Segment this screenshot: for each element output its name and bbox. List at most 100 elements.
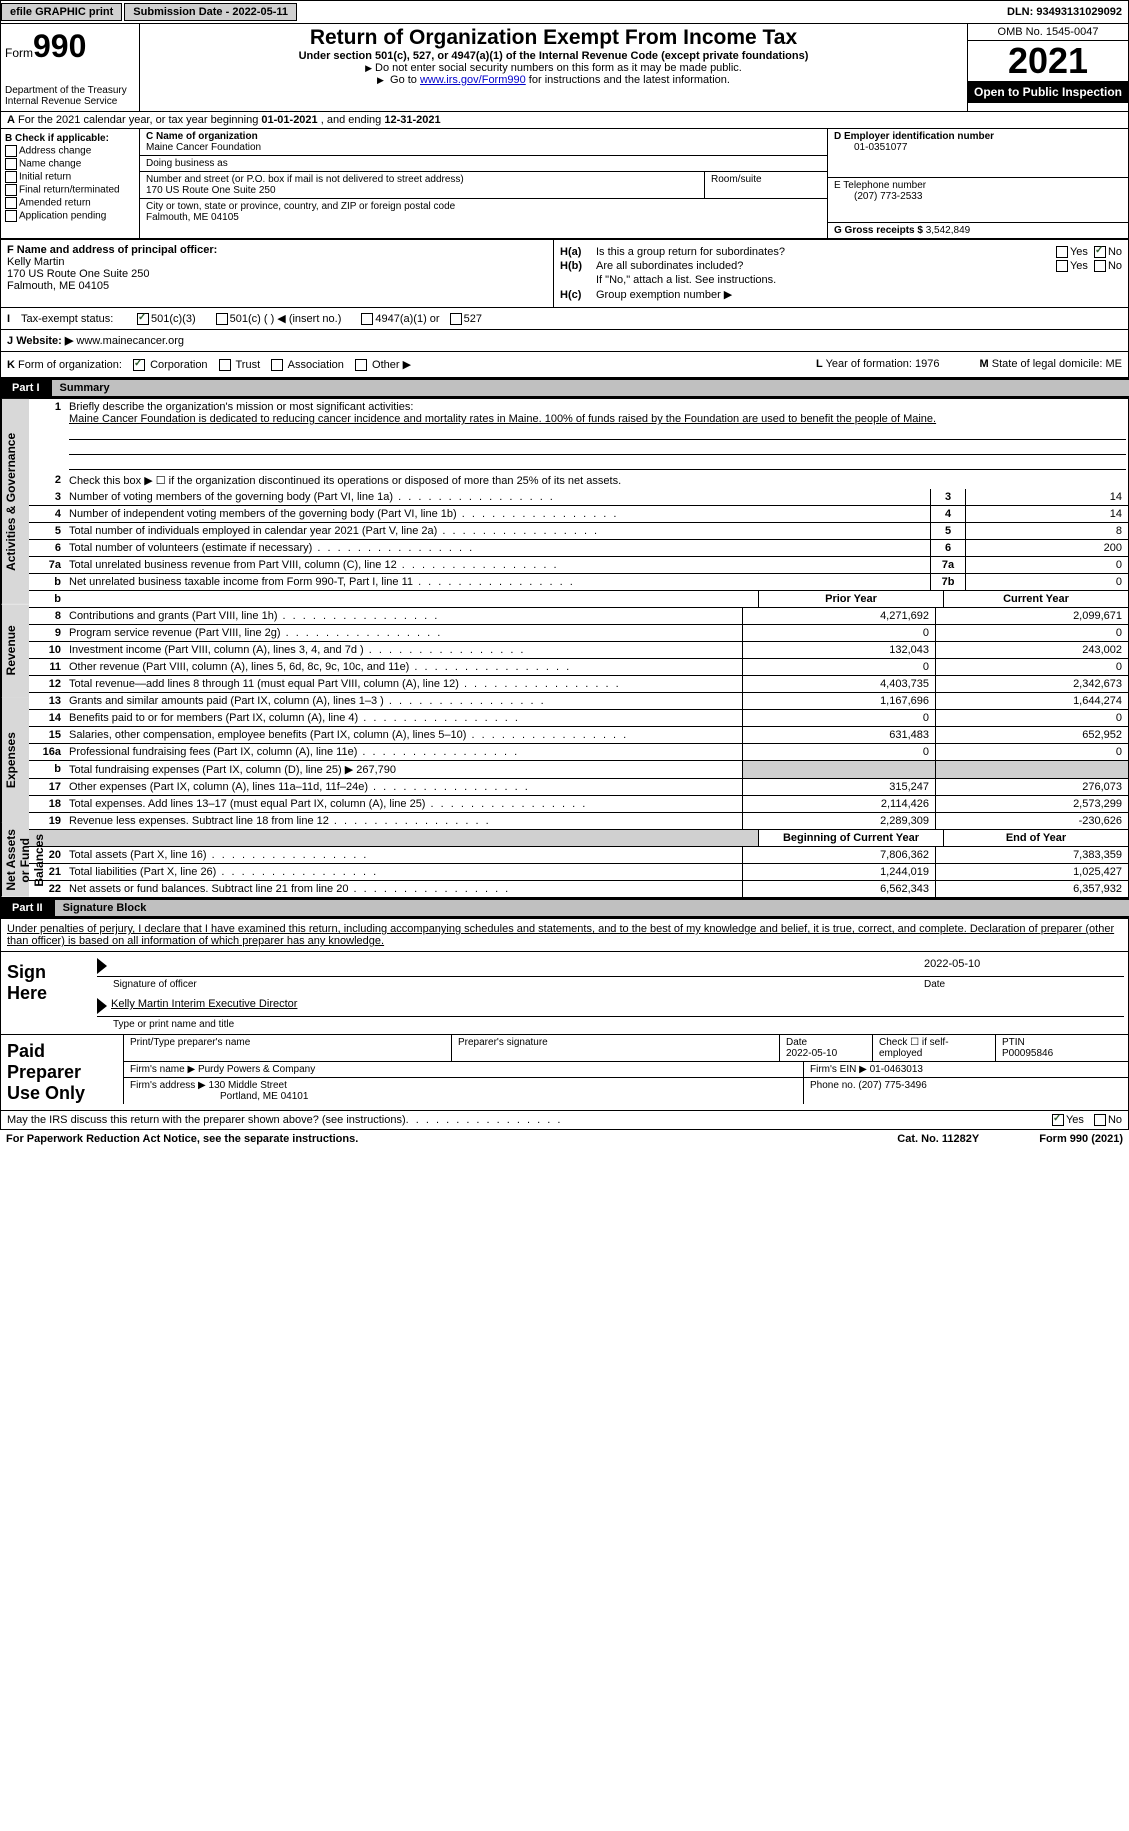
m-state-domicile: M State of legal domicile: ME — [980, 358, 1122, 371]
prior-year-value: 2,289,309 — [742, 813, 935, 829]
l-label: L — [816, 358, 823, 370]
line-text: Total revenue—add lines 8 through 11 (mu… — [67, 676, 742, 692]
line-num: 11 — [29, 659, 67, 675]
mission-text: Maine Cancer Foundation is dedicated to … — [69, 413, 1126, 425]
self-employed-check[interactable]: Check ☐ if self-employed — [872, 1035, 995, 1061]
section-bcd: B Check if applicable: Address change Na… — [0, 129, 1129, 239]
prep-name-label: Print/Type preparer's name — [123, 1035, 451, 1061]
yes-label: Yes — [1070, 246, 1088, 258]
current-year-value: 6,357,932 — [935, 881, 1128, 897]
cb-name-change[interactable]: Name change — [5, 158, 135, 170]
cb-address-change[interactable]: Address change — [5, 145, 135, 157]
firm-name: Purdy Powers & Company — [198, 1064, 315, 1075]
4947-checkbox[interactable] — [361, 313, 373, 325]
prior-year-value: 0 — [742, 659, 935, 675]
current-year-value: 276,073 — [935, 779, 1128, 795]
financial-line: 19 Revenue less expenses. Subtract line … — [29, 813, 1128, 830]
j-text: Website: ▶ — [16, 335, 73, 347]
financial-line: 17 Other expenses (Part IX, column (A), … — [29, 779, 1128, 796]
line-text: Contributions and grants (Part VIII, lin… — [67, 608, 742, 624]
current-year-value: 1,644,274 — [935, 693, 1128, 709]
corp-checkbox[interactable] — [133, 359, 145, 371]
prior-year-value: 1,167,696 — [742, 693, 935, 709]
org-name-block: C Name of organization Maine Cancer Foun… — [140, 129, 827, 156]
ha-no-checkbox[interactable] — [1094, 246, 1106, 258]
line-text: Salaries, other compensation, employee b… — [67, 727, 742, 743]
submission-label: Submission Date - — [133, 6, 232, 18]
room-label: Room/suite — [711, 174, 821, 185]
ha-yes-checkbox[interactable] — [1056, 246, 1068, 258]
cb-label: Final return/terminated — [19, 185, 120, 196]
cb-application-pending[interactable]: Application pending — [5, 210, 135, 222]
firm-addr2: Portland, ME 04101 — [130, 1091, 797, 1102]
row-k-form-org: K Form of organization: Corporation Trus… — [0, 352, 1129, 378]
firm-phone: (207) 775-3496 — [858, 1080, 926, 1091]
m-value: ME — [1106, 358, 1123, 370]
cat-number: Cat. No. 11282Y — [897, 1133, 979, 1145]
summary-line: 4 Number of independent voting members o… — [29, 506, 1128, 523]
header-right: OMB No. 1545-0047 2021 Open to Public In… — [967, 24, 1128, 111]
preparer-grid: Print/Type preparer's name Preparer's si… — [123, 1035, 1128, 1110]
submission-date-button[interactable]: Submission Date - 2022-05-11 — [124, 3, 297, 21]
city-label: City or town, state or province, country… — [146, 201, 821, 212]
trust-checkbox[interactable] — [219, 359, 231, 371]
hb-text: Are all subordinates included? — [596, 260, 1056, 272]
form-990-page: efile GRAPHIC print Submission Date - 20… — [0, 0, 1129, 1148]
goto-post: for instructions and the latest informat… — [526, 74, 730, 86]
discuss-no-checkbox[interactable] — [1094, 1114, 1106, 1126]
yes-label: Yes — [1066, 1114, 1084, 1126]
other-checkbox[interactable] — [355, 359, 367, 371]
efile-print-button[interactable]: efile GRAPHIC print — [1, 3, 122, 21]
gross-value: 3,542,849 — [926, 225, 971, 236]
prep-date: 2022-05-10 — [786, 1048, 866, 1059]
line-16b: b Total fundraising expenses (Part IX, c… — [29, 761, 1128, 779]
cb-label: Address change — [19, 146, 91, 157]
discuss-yes-checkbox[interactable] — [1052, 1114, 1064, 1126]
tax-year-end: 12-31-2021 — [384, 114, 440, 126]
line-text: Number of independent voting members of … — [67, 506, 930, 522]
current-year-value: 2,573,299 — [935, 796, 1128, 812]
current-year-value: 0 — [935, 710, 1128, 726]
cb-initial-return[interactable]: Initial return — [5, 171, 135, 183]
line-text: Total unrelated business revenue from Pa… — [67, 557, 930, 573]
cb-final-return[interactable]: Final return/terminated — [5, 184, 135, 196]
501c-checkbox[interactable] — [216, 313, 228, 325]
current-year-value: 243,002 — [935, 642, 1128, 658]
501c3-checkbox[interactable] — [137, 313, 149, 325]
ha-text: Is this a group return for subordinates? — [596, 246, 1056, 258]
prior-year-value: 0 — [742, 710, 935, 726]
assoc-checkbox[interactable] — [271, 359, 283, 371]
type-name-label: Type or print name and title — [97, 1019, 1124, 1030]
line-text: Grants and similar amounts paid (Part IX… — [67, 693, 742, 709]
summary-line: b Net unrelated business taxable income … — [29, 574, 1128, 591]
cb-amended-return[interactable]: Amended return — [5, 197, 135, 209]
column-c-org-info: C Name of organization Maine Cancer Foun… — [140, 129, 827, 238]
line-value: 200 — [965, 540, 1128, 556]
hb-no-checkbox[interactable] — [1094, 260, 1106, 272]
discuss-text: May the IRS discuss this return with the… — [7, 1114, 406, 1126]
line-value: 0 — [965, 557, 1128, 573]
dba-block: Doing business as — [140, 156, 827, 172]
l2-num: 2 — [29, 472, 67, 489]
prior-year-value: 0 — [742, 625, 935, 641]
tab-net-assets: Net Assets or Fund Balances — [1, 823, 29, 897]
part-2-header: Part II Signature Block — [0, 898, 1129, 918]
prep-row-1: Print/Type preparer's name Preparer's si… — [123, 1035, 1128, 1062]
line-text: Total assets (Part X, line 16) — [67, 847, 742, 863]
hb-yes-checkbox[interactable] — [1056, 260, 1068, 272]
l-text: Year of formation: — [826, 358, 915, 370]
cb-label: Application pending — [19, 211, 106, 222]
a-label: A — [7, 114, 15, 126]
line-num: 7a — [29, 557, 67, 573]
i-label: I — [7, 313, 21, 325]
line-num: 12 — [29, 676, 67, 692]
527-checkbox[interactable] — [450, 313, 462, 325]
form-word: Form — [5, 46, 33, 60]
begin-end-header: Beginning of Current Year End of Year — [29, 830, 1128, 847]
ptin-label: PTIN — [1002, 1037, 1122, 1048]
irs-link[interactable]: www.irs.gov/Form990 — [420, 74, 526, 86]
ssn-warning: Do not enter social security numbers on … — [148, 62, 959, 74]
line-text: Professional fundraising fees (Part IX, … — [67, 744, 742, 760]
firm-name-label: Firm's name ▶ — [130, 1064, 195, 1075]
submission-date: 2022-05-11 — [232, 6, 288, 18]
